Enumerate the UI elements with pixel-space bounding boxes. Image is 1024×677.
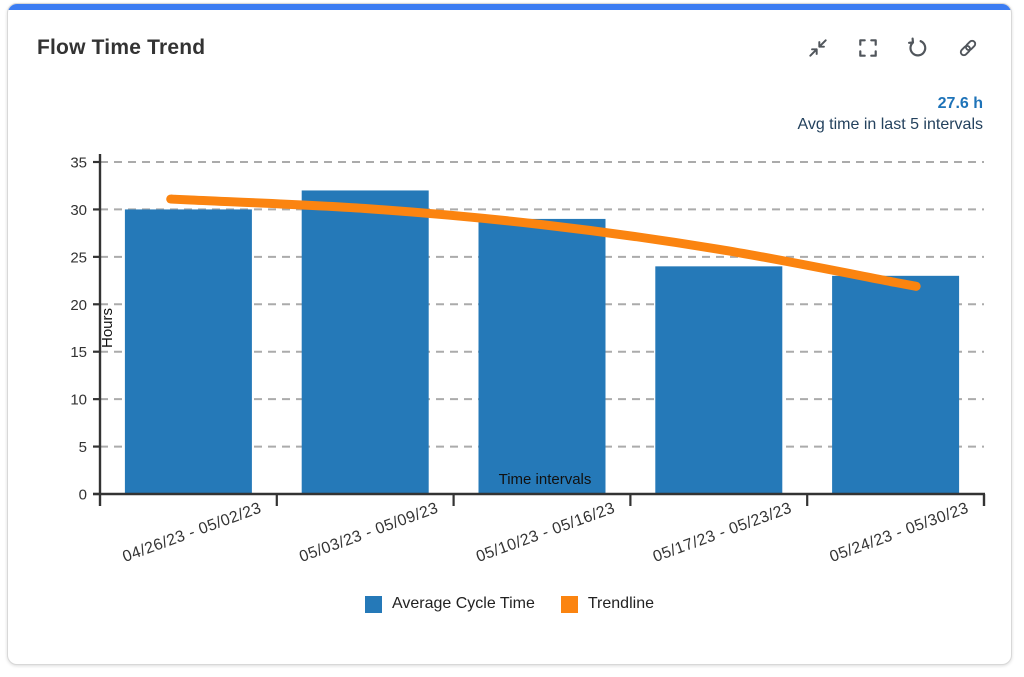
bar-average-cycle-time[interactable] <box>655 266 783 494</box>
refresh-icon <box>907 37 927 57</box>
avg-summary: 27.6 h Avg time in last 5 intervals <box>797 93 983 135</box>
y-tick-label: 15 <box>70 344 87 361</box>
fullscreen-button[interactable] <box>857 37 879 59</box>
x-category-label: 05/10/23 - 05/16/23 <box>474 500 617 566</box>
fullscreen-icon <box>859 39 877 57</box>
legend-label: Average Cycle Time <box>392 595 535 612</box>
y-axis-title: Hours <box>99 308 116 348</box>
y-tick-label: 5 <box>79 439 87 456</box>
refresh-button[interactable] <box>907 37 929 59</box>
bar-average-cycle-time[interactable] <box>124 209 252 494</box>
x-category-label: 05/17/23 - 05/23/23 <box>651 500 794 566</box>
widget-toolbar <box>807 37 979 59</box>
collapse-icon <box>809 39 827 57</box>
trendline-curve <box>166 194 921 291</box>
avg-value: 27.6 h <box>937 95 983 112</box>
link-icon <box>959 39 977 57</box>
y-tick-label: 30 <box>70 202 87 219</box>
chart-legend: Average Cycle Time Trendline <box>8 595 1011 613</box>
widget-title: Flow Time Trend <box>37 36 206 59</box>
widget-accent-bar <box>8 4 1011 10</box>
avg-caption: Avg time in last 5 intervals <box>797 116 983 133</box>
legend-item-trendline[interactable]: Trendline <box>560 595 654 613</box>
widget-header: Flow Time Trend <box>37 36 979 60</box>
chart-canvas: 0 5 10 15 20 25 30 35 04/26/23 - 05/02/23 05/03/2… <box>70 154 986 566</box>
legend-item-average-cycle-time[interactable]: Average Cycle Time <box>365 595 535 613</box>
copy-link-button[interactable] <box>957 37 979 59</box>
bar-average-cycle-time[interactable] <box>832 275 960 494</box>
y-tick-label: 35 <box>70 155 87 172</box>
bar-average-cycle-time[interactable] <box>301 190 429 494</box>
y-tick-label: 10 <box>70 392 87 409</box>
x-category-label: 05/03/23 - 05/09/23 <box>297 500 440 566</box>
y-tick-label: 0 <box>79 487 87 504</box>
bar-average-cycle-time[interactable] <box>478 218 606 494</box>
x-category-label: 04/26/23 - 05/02/23 <box>120 500 263 566</box>
legend-swatch <box>365 595 382 613</box>
flow-time-trend-chart: 0 5 10 15 20 25 30 35 04/26/23 - 05/02/23 05/03/2… <box>8 144 1011 596</box>
x-axis-title: Time intervals <box>499 471 592 488</box>
legend-label: Trendline <box>587 595 654 612</box>
y-tick-label: 25 <box>70 249 87 266</box>
y-tick-label: 20 <box>70 297 87 314</box>
legend-swatch <box>560 595 578 613</box>
x-category-label: 05/24/23 - 05/30/23 <box>828 500 971 566</box>
flow-time-trend-widget: Flow Time Trend <box>7 3 1012 665</box>
collapse-button[interactable] <box>807 37 829 59</box>
